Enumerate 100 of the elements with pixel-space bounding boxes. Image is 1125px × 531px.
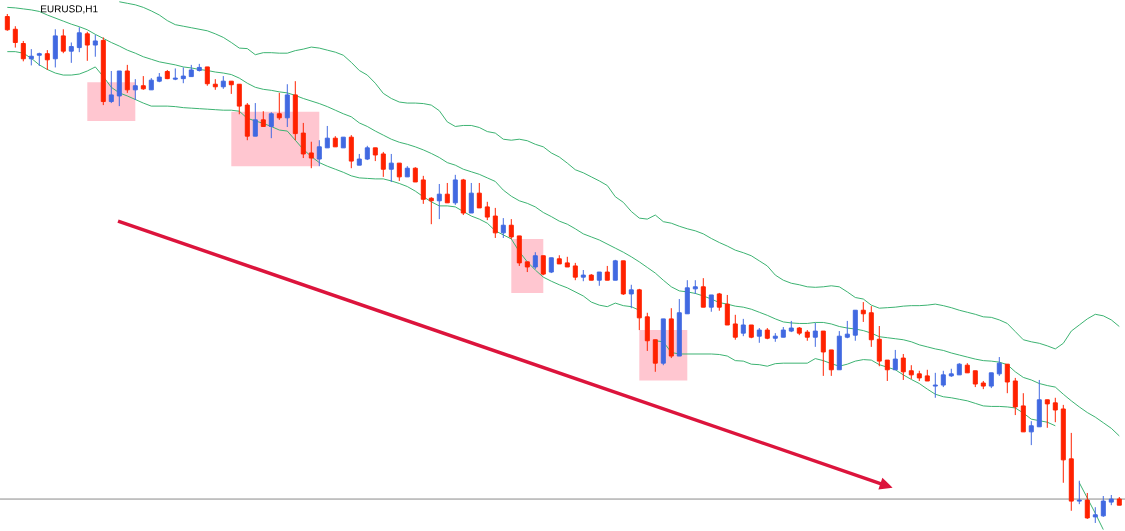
chart-title: EURUSD,H1 (41, 5, 98, 14)
candlestick (276, 92, 282, 121)
candlestick (1100, 495, 1106, 518)
candlestick (164, 69, 170, 80)
candlestick (52, 28, 58, 68)
candlestick (468, 182, 474, 214)
candlestick (140, 75, 146, 91)
candlestick (684, 279, 690, 315)
candlestick (364, 145, 370, 161)
candlestick (580, 269, 586, 282)
candlestick (548, 257, 554, 274)
candlestick (820, 330, 826, 377)
candlestick (860, 301, 866, 323)
candlestick (748, 324, 754, 339)
candlestick (996, 356, 1002, 377)
candlestick (700, 277, 706, 308)
candlestick (156, 72, 162, 83)
candlestick (876, 325, 882, 367)
candlestick (652, 339, 658, 373)
candlestick (732, 314, 738, 341)
candlestick (900, 353, 906, 381)
candlestick (620, 260, 626, 296)
candlestick (260, 110, 266, 127)
candlestick (404, 165, 410, 178)
candlestick (844, 320, 850, 339)
candlestick (788, 320, 794, 333)
candlestick (1084, 492, 1090, 520)
candlestick (444, 182, 450, 204)
candlestick (268, 111, 274, 139)
candlestick (476, 182, 482, 209)
candlestick (956, 362, 962, 376)
candlestick (988, 372, 994, 389)
candlestick (516, 235, 522, 267)
candlestick (804, 329, 810, 342)
candlestick (380, 151, 386, 178)
candlestick (188, 64, 194, 78)
candlestick (396, 162, 402, 182)
candlestick (1044, 399, 1050, 429)
candlestick (12, 25, 18, 49)
candlestick (316, 139, 322, 167)
candlestick (436, 183, 442, 220)
candlestick (764, 327, 770, 340)
candlestick (20, 40, 26, 62)
candlestick (1060, 404, 1066, 484)
candlestick (692, 279, 698, 295)
candlestick (596, 271, 602, 287)
candlestick (636, 288, 642, 331)
candlestick (4, 13, 10, 32)
candlestick (628, 284, 634, 309)
candlestick (372, 147, 378, 162)
candlestick (116, 70, 122, 107)
candlestick (556, 254, 562, 265)
candlestick (484, 201, 490, 221)
candlestick (572, 262, 578, 281)
candlestick (1028, 420, 1034, 446)
candlestick (908, 364, 914, 380)
candlestick (740, 318, 746, 337)
candlestick (940, 370, 946, 388)
candlestick (676, 298, 682, 357)
candlestick (972, 370, 978, 388)
candlestick (420, 175, 426, 205)
candlestick (228, 80, 234, 95)
candlestick (532, 251, 538, 270)
candlestick (76, 26, 82, 53)
candlestick (180, 66, 186, 84)
candlestick (1052, 397, 1058, 423)
candlestick (1036, 379, 1042, 428)
candlestick (452, 174, 458, 206)
candlestick (564, 256, 570, 268)
candlestick (492, 207, 498, 239)
candlestick (132, 78, 138, 101)
candlestick (948, 368, 954, 378)
candlestick (68, 41, 74, 64)
candlestick (100, 36, 106, 106)
candlestick (124, 64, 130, 94)
candlestick (852, 309, 858, 342)
candlestick (1108, 494, 1114, 506)
candlestick (868, 305, 874, 348)
candlestick (284, 83, 290, 128)
candlestick (92, 34, 98, 58)
candlestick (60, 28, 66, 54)
candlestick (44, 49, 50, 71)
candlestick (916, 370, 922, 382)
candlestick (660, 318, 666, 366)
candlestick (36, 52, 42, 67)
candlestick (716, 292, 722, 312)
candlestick (612, 259, 618, 281)
candlestick (668, 307, 674, 359)
candlestick (644, 312, 650, 352)
candlestick (756, 327, 762, 344)
candlestick (172, 67, 178, 81)
candlestick (1012, 377, 1018, 416)
candlestick (1092, 506, 1098, 524)
candlestick (980, 380, 986, 390)
candlestick (500, 217, 506, 239)
candlestick (540, 255, 546, 276)
candlestick (1020, 392, 1026, 433)
candlestick (588, 273, 594, 281)
candlestick (204, 66, 210, 87)
candlestick (324, 125, 330, 149)
